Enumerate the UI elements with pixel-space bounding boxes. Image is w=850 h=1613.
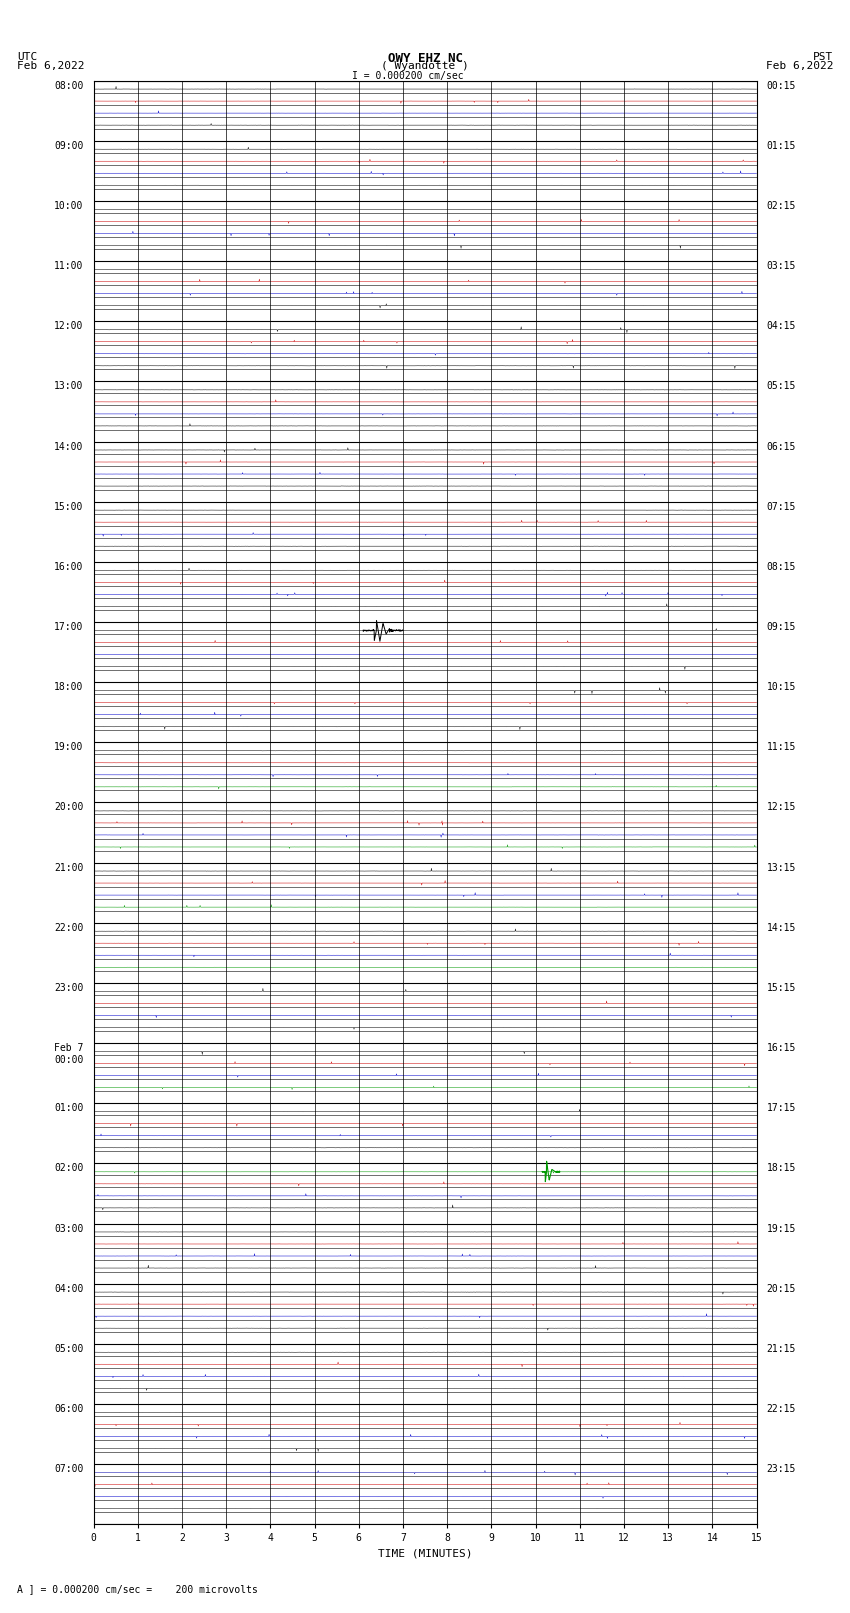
Text: 16:15: 16:15: [767, 1044, 796, 1053]
Text: Feb 7
00:00: Feb 7 00:00: [54, 1044, 83, 1065]
Text: 08:15: 08:15: [767, 561, 796, 573]
Text: 23:00: 23:00: [54, 982, 83, 994]
Text: 02:00: 02:00: [54, 1163, 83, 1173]
Text: PST: PST: [813, 52, 833, 61]
Text: Feb 6,2022: Feb 6,2022: [17, 61, 84, 71]
Text: 22:15: 22:15: [767, 1403, 796, 1415]
Text: 07:00: 07:00: [54, 1465, 83, 1474]
Text: 05:15: 05:15: [767, 381, 796, 392]
Text: 21:15: 21:15: [767, 1344, 796, 1353]
Text: 16:00: 16:00: [54, 561, 83, 573]
Text: 15:00: 15:00: [54, 502, 83, 511]
Text: Feb 6,2022: Feb 6,2022: [766, 61, 833, 71]
Text: 02:15: 02:15: [767, 202, 796, 211]
Text: 15:15: 15:15: [767, 982, 796, 994]
Text: 04:15: 04:15: [767, 321, 796, 331]
Text: 03:15: 03:15: [767, 261, 796, 271]
Text: A ] = 0.000200 cm/sec =    200 microvolts: A ] = 0.000200 cm/sec = 200 microvolts: [17, 1584, 258, 1594]
Text: 06:15: 06:15: [767, 442, 796, 452]
Text: 10:00: 10:00: [54, 202, 83, 211]
Text: 11:15: 11:15: [767, 742, 796, 752]
Text: 18:00: 18:00: [54, 682, 83, 692]
Text: 18:15: 18:15: [767, 1163, 796, 1173]
Text: 08:00: 08:00: [54, 81, 83, 90]
Text: 14:15: 14:15: [767, 923, 796, 932]
Text: 12:00: 12:00: [54, 321, 83, 331]
Text: I = 0.000200 cm/sec: I = 0.000200 cm/sec: [352, 71, 464, 81]
Text: 09:15: 09:15: [767, 623, 796, 632]
Text: 01:15: 01:15: [767, 140, 796, 150]
Text: 10:15: 10:15: [767, 682, 796, 692]
Text: ( Wyandotte ): ( Wyandotte ): [381, 61, 469, 71]
Text: 22:00: 22:00: [54, 923, 83, 932]
Text: 19:00: 19:00: [54, 742, 83, 752]
Text: 21:00: 21:00: [54, 863, 83, 873]
Text: 01:00: 01:00: [54, 1103, 83, 1113]
Text: 17:15: 17:15: [767, 1103, 796, 1113]
Text: UTC: UTC: [17, 52, 37, 61]
Text: 20:00: 20:00: [54, 803, 83, 813]
Text: 17:00: 17:00: [54, 623, 83, 632]
Text: 12:15: 12:15: [767, 803, 796, 813]
Text: 04:00: 04:00: [54, 1284, 83, 1294]
Text: 00:15: 00:15: [767, 81, 796, 90]
Text: 20:15: 20:15: [767, 1284, 796, 1294]
Text: 05:00: 05:00: [54, 1344, 83, 1353]
Text: 14:00: 14:00: [54, 442, 83, 452]
Text: 23:15: 23:15: [767, 1465, 796, 1474]
Text: 11:00: 11:00: [54, 261, 83, 271]
Text: 19:15: 19:15: [767, 1224, 796, 1234]
Text: 07:15: 07:15: [767, 502, 796, 511]
X-axis label: TIME (MINUTES): TIME (MINUTES): [377, 1548, 473, 1558]
Text: 13:00: 13:00: [54, 381, 83, 392]
Text: 03:00: 03:00: [54, 1224, 83, 1234]
Text: 06:00: 06:00: [54, 1403, 83, 1415]
Text: OWY EHZ NC: OWY EHZ NC: [388, 52, 462, 65]
Text: 13:15: 13:15: [767, 863, 796, 873]
Text: 09:00: 09:00: [54, 140, 83, 150]
